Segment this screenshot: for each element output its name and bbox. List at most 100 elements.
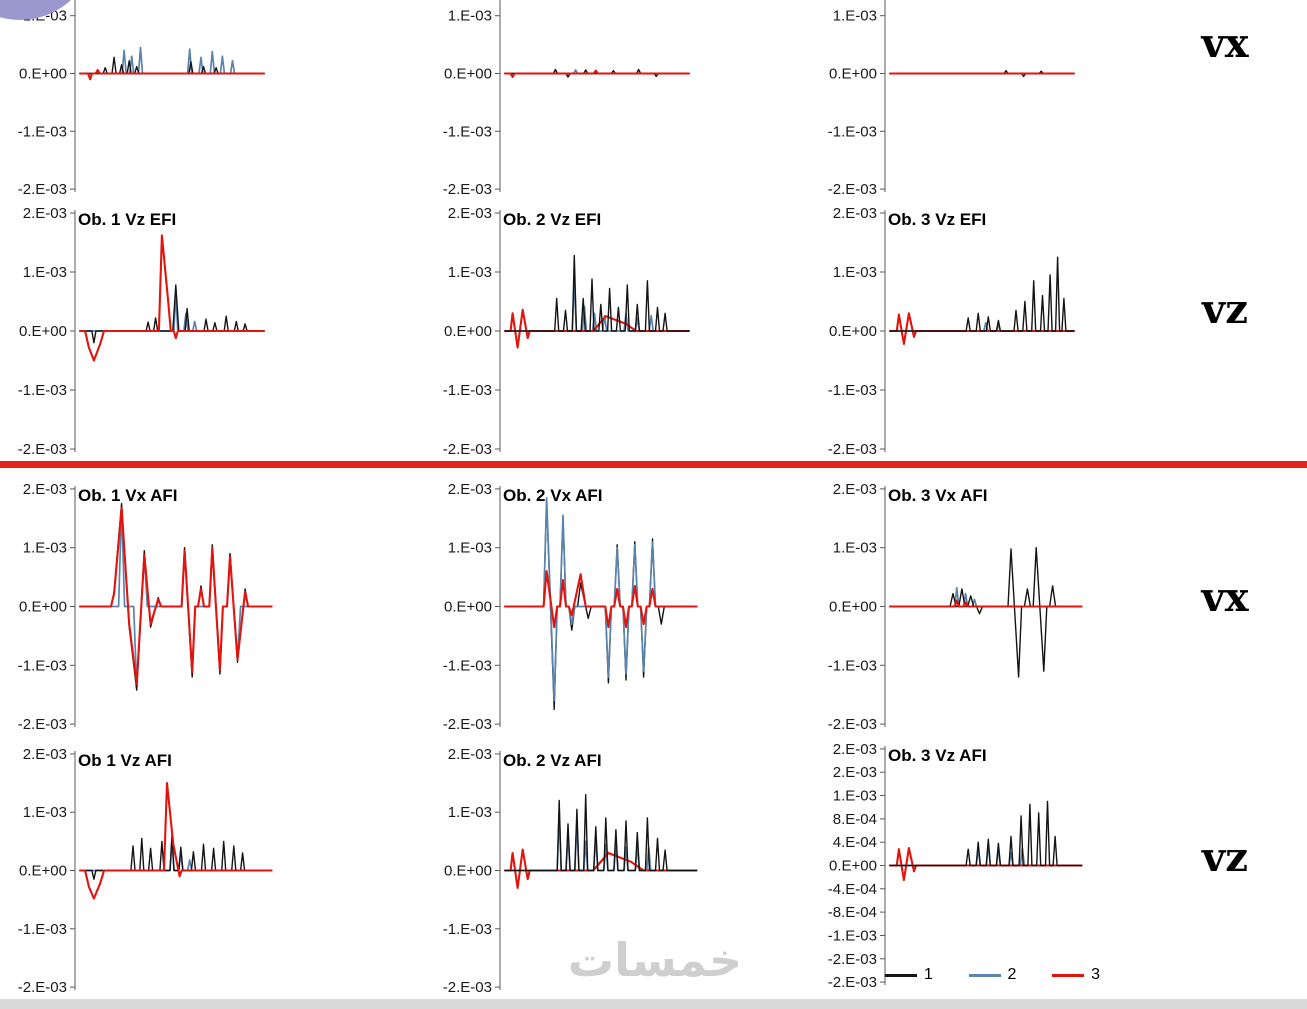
chart-canvas: 1.E-030.E+00-1.E-03-2.E-03 bbox=[18, 0, 266, 198]
series-line-1 bbox=[889, 256, 1075, 332]
legend-line-swatch-3 bbox=[1052, 973, 1085, 977]
chart-title: Ob. 3 Vz EFI bbox=[888, 210, 987, 229]
y-tick-label: 1.E-03 bbox=[833, 788, 877, 805]
y-tick-label: 2.E-03 bbox=[23, 746, 67, 763]
chart-canvas: 2.E-03 1.E-03 0.E+00 -1.E-03 -2.E-03 bbox=[18, 205, 266, 458]
chart-canvas: 2.E-03 2.E-03 1.E-03 8.E-04 4.E-04 0.E+00 -4.E… bbox=[828, 741, 1083, 991]
series-line-3 bbox=[78, 234, 266, 362]
y-tick-label: -2.E-03 bbox=[828, 951, 877, 968]
row-label-vz-afi: vz bbox=[1202, 834, 1248, 881]
series-line-3 bbox=[78, 782, 273, 900]
chart-canvas: 2.E-03 1.E-03 0.E+00 -1.E-03 -2.E-03 bbox=[18, 481, 273, 733]
row-label-vz-efi: vz bbox=[1202, 286, 1248, 333]
y-tick-label: 0.E+00 bbox=[829, 323, 877, 340]
y-tick-label: -2.E-03 bbox=[18, 441, 67, 458]
y-tick-label: -1.E-03 bbox=[18, 382, 67, 399]
y-tick-label: 1.E-03 bbox=[833, 8, 877, 25]
y-tick-label: 0.E+00 bbox=[829, 858, 877, 875]
series-line-2 bbox=[504, 496, 698, 702]
series-line-3 bbox=[503, 308, 691, 349]
chart-ob2-vx-efi: 1.E-03 0.E+00 -1.E-03 -2.E-03 bbox=[437, 0, 767, 208]
chart-ob3-vx-efi: 1.E-03 0.E+00 -1.E-03 -2.E-03 bbox=[822, 0, 1152, 208]
y-tick-label: 1.E-03 bbox=[448, 8, 492, 25]
y-tick-label: 2.E-03 bbox=[833, 764, 877, 781]
y-tick-label: 8.E-04 bbox=[833, 811, 877, 828]
chart-ob2-vx-afi: Ob. 2 Vx AFI 2.E-03 1.E-03 0.E+00 -1.E-03 -2.… bbox=[437, 472, 767, 743]
legend-label-3: 3 bbox=[1091, 966, 1100, 983]
y-tick-label: -8.E-04 bbox=[828, 904, 877, 921]
y-tick-label: 1.E-03 bbox=[448, 804, 492, 821]
series-line-3 bbox=[503, 69, 691, 79]
series-line-3 bbox=[888, 846, 1083, 882]
y-tick-label: 2.E-03 bbox=[833, 481, 877, 498]
y-tick-label: -1.E-03 bbox=[443, 921, 492, 938]
chart-canvas: 1.E-030.E+00-1.E-03-2.E-03 bbox=[828, 0, 1076, 198]
y-tick-label: 0.E+00 bbox=[829, 599, 877, 616]
chart-canvas: 2.E-03 1.E-03 0.E+00 -1.E-03 -2.E-03 bbox=[443, 746, 698, 996]
red-divider-line bbox=[0, 461, 1307, 468]
y-tick-label: 0.E+00 bbox=[19, 599, 67, 616]
y-tick-label: 2.E-03 bbox=[448, 205, 492, 222]
series-line-3 bbox=[888, 599, 1083, 608]
chart-title: Ob. 2 Vz AFI bbox=[503, 751, 602, 770]
y-tick-label: 0.E+00 bbox=[444, 66, 492, 83]
y-tick-label: -2.E-03 bbox=[443, 979, 492, 996]
watermark-text: خمسات bbox=[567, 933, 743, 987]
row-label-vx-efi: vx bbox=[1201, 20, 1249, 67]
chart-title: Ob. 1 Vx AFI bbox=[78, 486, 178, 505]
chart-ob2-vz-afi: Ob. 2 Vz AFI 2.E-03 1.E-03 0.E+00 -1.E-03 -2.… bbox=[437, 737, 767, 1006]
y-tick-label: 2.E-03 bbox=[833, 205, 877, 222]
legend-item-1: 1 bbox=[885, 966, 933, 984]
chart-ob1-vx-efi: 1.E-03 0.E+00 -1.E-03 -2.E-03 bbox=[12, 0, 342, 208]
series-line-1 bbox=[889, 800, 1083, 867]
y-tick-label: 2.E-03 bbox=[448, 481, 492, 498]
chart-ob1-vz-afi: Ob 1 Vz AFI 2.E-03 1.E-03 0.E+00 -1.E-03 -2.E… bbox=[12, 737, 342, 1006]
chart-canvas: 2.E-03 1.E-03 0.E+00 -1.E-03 -2.E-03 bbox=[443, 481, 698, 733]
series-line-3 bbox=[78, 506, 273, 686]
y-tick-label: 0.E+00 bbox=[829, 66, 877, 83]
y-tick-label: 0.E+00 bbox=[444, 863, 492, 880]
y-tick-label: 2.E-03 bbox=[23, 205, 67, 222]
series-line-1 bbox=[889, 546, 1083, 678]
y-tick-label: 1.E-03 bbox=[833, 540, 877, 557]
series-line-3 bbox=[78, 68, 266, 81]
y-tick-label: 1.E-03 bbox=[448, 264, 492, 281]
y-tick-label: -1.E-03 bbox=[828, 928, 877, 945]
chart-title: Ob. 3 Vz AFI bbox=[888, 746, 987, 765]
y-tick-label: 1.E-03 bbox=[23, 804, 67, 821]
legend-item-2: 2 bbox=[968, 966, 1016, 984]
legend-label-1: 1 bbox=[924, 966, 933, 983]
row-label-vx-afi: vx bbox=[1201, 574, 1249, 621]
y-tick-label: 0.E+00 bbox=[444, 599, 492, 616]
series-line-1 bbox=[504, 500, 698, 711]
y-tick-label: 0.E+00 bbox=[444, 323, 492, 340]
y-tick-label: -2.E-03 bbox=[443, 441, 492, 458]
series-line-2 bbox=[504, 278, 690, 332]
series-line-3 bbox=[503, 848, 698, 890]
y-tick-label: -1.E-03 bbox=[443, 123, 492, 140]
y-tick-label: -1.E-03 bbox=[18, 123, 67, 140]
series-line-3 bbox=[888, 312, 1076, 346]
y-tick-label: -1.E-03 bbox=[828, 382, 877, 399]
chart-ob3-vz-afi: Ob. 3 Vz AFI 2.E-03 2.E-03 1.E-03 8.E-04 4.E-… bbox=[822, 732, 1152, 1006]
series-line-1 bbox=[889, 69, 1075, 78]
y-tick-label: 1.E-03 bbox=[448, 540, 492, 557]
legend-line-swatch-1 bbox=[885, 973, 917, 977]
chart-ob2-vz-efi: Ob. 2 Vz EFI 2.E-03 1.E-03 0.E+00 -1.E-03 -2.… bbox=[437, 196, 767, 468]
chart-ob3-vx-afi: Ob. 3 Vx AFI 2.E-03 1.E-03 0.E+00 -1.E-03 -2.… bbox=[822, 472, 1152, 743]
chart-title: Ob. 2 Vx AFI bbox=[503, 486, 603, 505]
y-tick-label: 1.E-03 bbox=[23, 264, 67, 281]
y-tick-label: 0.E+00 bbox=[19, 323, 67, 340]
y-tick-label: 1.E-03 bbox=[833, 264, 877, 281]
chart-canvas: 2.E-03 1.E-03 0.E+00 -1.E-03 -2.E-03 bbox=[443, 205, 691, 458]
y-tick-label: -1.E-03 bbox=[18, 921, 67, 938]
y-tick-label: -1.E-03 bbox=[828, 657, 877, 674]
chart-ob1-vz-efi: Ob. 1 Vz EFI 2.E-03 1.E-03 0.E+00 -1.E-03 -2.… bbox=[12, 196, 342, 468]
chart-title: Ob. 2 Vz EFI bbox=[503, 210, 602, 229]
y-tick-label: -1.E-03 bbox=[828, 123, 877, 140]
legend-line-swatch-2 bbox=[968, 973, 1001, 977]
series-line-2 bbox=[889, 321, 1075, 332]
y-tick-label: -2.E-03 bbox=[828, 716, 877, 733]
y-tick-label: -1.E-03 bbox=[18, 657, 67, 674]
